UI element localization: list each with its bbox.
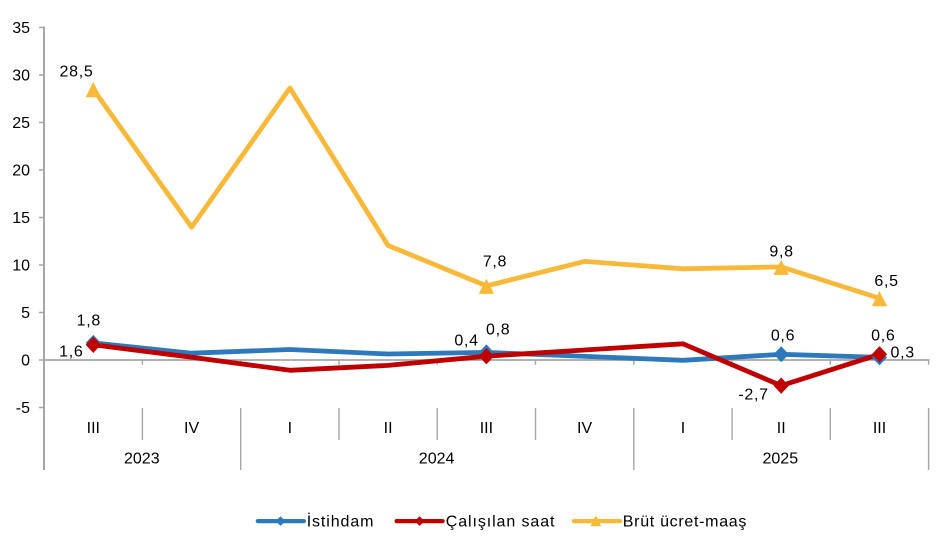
svg-text:0,4: 0,4 — [454, 333, 478, 350]
svg-text:II: II — [384, 420, 393, 437]
svg-text:İstihdam: İstihdam — [307, 511, 375, 530]
svg-text:5: 5 — [21, 305, 30, 322]
svg-text:1,8: 1,8 — [77, 313, 101, 330]
svg-text:0,6: 0,6 — [871, 327, 895, 344]
svg-text:20: 20 — [12, 163, 30, 180]
svg-text:0,3: 0,3 — [891, 345, 915, 362]
svg-text:III: III — [87, 420, 100, 437]
svg-text:28,5: 28,5 — [60, 64, 94, 81]
svg-text:30: 30 — [12, 68, 30, 85]
svg-text:-5: -5 — [16, 400, 30, 417]
svg-text:III: III — [480, 420, 493, 437]
svg-text:2025: 2025 — [763, 451, 799, 468]
svg-text:2024: 2024 — [419, 451, 455, 468]
svg-text:I: I — [288, 420, 292, 437]
svg-text:III: III — [873, 420, 886, 437]
svg-text:6,5: 6,5 — [874, 273, 898, 290]
svg-text:35: 35 — [12, 20, 30, 37]
svg-text:IV: IV — [184, 420, 199, 437]
svg-text:Brüt ücret-maaş: Brüt ücret-maaş — [623, 513, 747, 530]
svg-text:I: I — [681, 420, 685, 437]
svg-text:0,6: 0,6 — [771, 328, 795, 345]
svg-text:0: 0 — [21, 353, 30, 370]
svg-text:2023: 2023 — [124, 451, 160, 468]
svg-text:7,8: 7,8 — [483, 254, 507, 271]
svg-text:IV: IV — [577, 420, 592, 437]
svg-text:10: 10 — [12, 258, 30, 275]
svg-text:25: 25 — [12, 115, 30, 132]
svg-text:15: 15 — [12, 210, 30, 227]
svg-text:II: II — [777, 420, 786, 437]
svg-text:-2,7: -2,7 — [738, 387, 768, 404]
svg-text:0,8: 0,8 — [486, 321, 510, 338]
svg-text:9,8: 9,8 — [769, 244, 793, 261]
svg-text:Çalışılan saat: Çalışılan saat — [446, 513, 556, 530]
svg-text:1,6: 1,6 — [59, 344, 83, 361]
